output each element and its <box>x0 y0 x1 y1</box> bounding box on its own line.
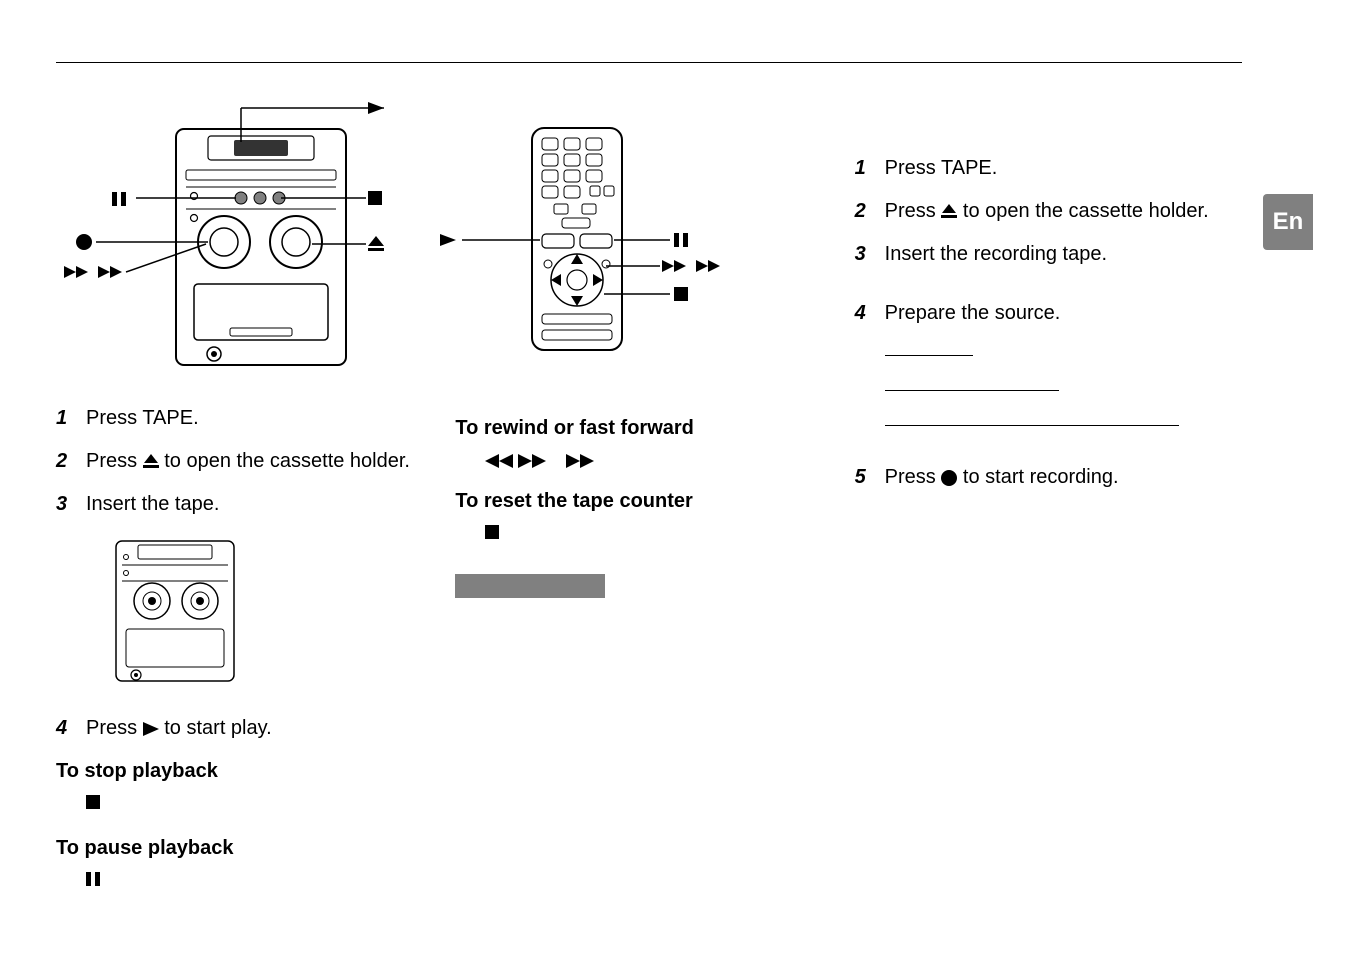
reset-icon-line <box>485 520 830 546</box>
step-1: 1 Press TAPE. <box>56 404 431 433</box>
step-5: 5 Press to start recording. <box>855 463 1242 492</box>
play-icon <box>143 722 159 736</box>
step-4: 4 Prepare the source. <box>855 299 1242 328</box>
main-unit-diagram <box>56 94 392 374</box>
step-text: Press TAPE. <box>885 154 1242 183</box>
step-number: 3 <box>855 240 871 269</box>
rewff-icon-line <box>485 447 830 473</box>
blank-underline <box>885 412 1179 426</box>
horizontal-rule <box>56 62 1242 63</box>
eject-icon <box>143 453 159 469</box>
step-number: 4 <box>56 714 72 743</box>
blank-underline <box>885 342 973 356</box>
fastforward-icon <box>566 454 594 468</box>
text-post: to start play. <box>159 717 272 739</box>
step-2: 2 Press to open the cassette holder. <box>855 197 1242 226</box>
pause-icon <box>86 872 102 886</box>
step-text: Press to open the cassette holder. <box>86 447 431 476</box>
step-2: 2 Press to open the cassette holder. <box>56 447 431 476</box>
step-3: 3 Insert the recording tape. <box>855 240 1242 269</box>
language-tab: En <box>1263 194 1313 250</box>
step-4: 4 Press to start play. <box>56 714 431 743</box>
stop-icon <box>86 795 100 809</box>
blank-underline <box>885 377 1059 391</box>
text-post: to open the cassette holder. <box>159 450 410 472</box>
step-number: 3 <box>56 490 72 519</box>
step-number: 1 <box>56 404 72 433</box>
text-pre: Press <box>86 717 143 739</box>
stop-playback-heading: To stop playback <box>56 757 431 786</box>
rewind-icon <box>518 454 546 468</box>
step-number: 2 <box>855 197 871 226</box>
right-steps: 1 Press TAPE. 2 Press to open the casset… <box>855 154 1242 269</box>
text-post: to start recording. <box>957 466 1118 488</box>
text-post: to open the cassette holder. <box>957 200 1208 222</box>
step-number: 2 <box>56 447 72 476</box>
text-pre: Press <box>86 450 143 472</box>
page-content: 1 Press TAPE. 2 Press to open the casset… <box>56 82 1242 893</box>
right-column: 1 Press TAPE. 2 Press to open the casset… <box>855 82 1242 893</box>
step-number: 5 <box>855 463 871 492</box>
diagram-row <box>56 82 831 374</box>
left-column: 1 Press TAPE. 2 Press to open the casset… <box>56 404 431 893</box>
middle-column: To rewind or fast forward To reset the t… <box>455 404 830 893</box>
rewff-heading: To rewind or fast forward <box>455 414 830 443</box>
underline-group <box>885 336 1242 435</box>
step-number: 4 <box>855 299 871 328</box>
step-number: 1 <box>855 154 871 183</box>
step-text: Insert the tape. <box>86 490 431 519</box>
pause-playback-heading: To pause playback <box>56 834 431 863</box>
pause-icon-line <box>86 867 431 893</box>
remote-diagram <box>422 94 722 374</box>
eject-icon <box>941 203 957 219</box>
step-text: Press TAPE. <box>86 404 431 433</box>
text-pre: Press <box>885 200 942 222</box>
step-text: Press to start play. <box>86 714 431 743</box>
grey-bar <box>455 574 605 598</box>
step-1: 1 Press TAPE. <box>855 154 1242 183</box>
right-step-5: 5 Press to start recording. <box>855 463 1242 492</box>
text-pre: Press <box>885 466 942 488</box>
step-text: Press to start recording. <box>885 463 1242 492</box>
left-step-4: 4 Press to start play. <box>56 714 431 743</box>
small-unit-diagram <box>110 537 240 687</box>
reset-counter-heading: To reset the tape counter <box>455 487 830 516</box>
step-text: Prepare the source. <box>885 299 1242 328</box>
stop-icon-line <box>86 790 431 816</box>
rewind-icon <box>485 454 513 468</box>
right-step-4: 4 Prepare the source. <box>855 299 1242 328</box>
step-text: Insert the recording tape. <box>885 240 1242 269</box>
left-steps: 1 Press TAPE. 2 Press to open the casset… <box>56 404 431 519</box>
record-icon <box>941 470 957 486</box>
stop-icon <box>485 525 499 539</box>
step-text: Press to open the cassette holder. <box>885 197 1242 226</box>
step-3: 3 Insert the tape. <box>56 490 431 519</box>
